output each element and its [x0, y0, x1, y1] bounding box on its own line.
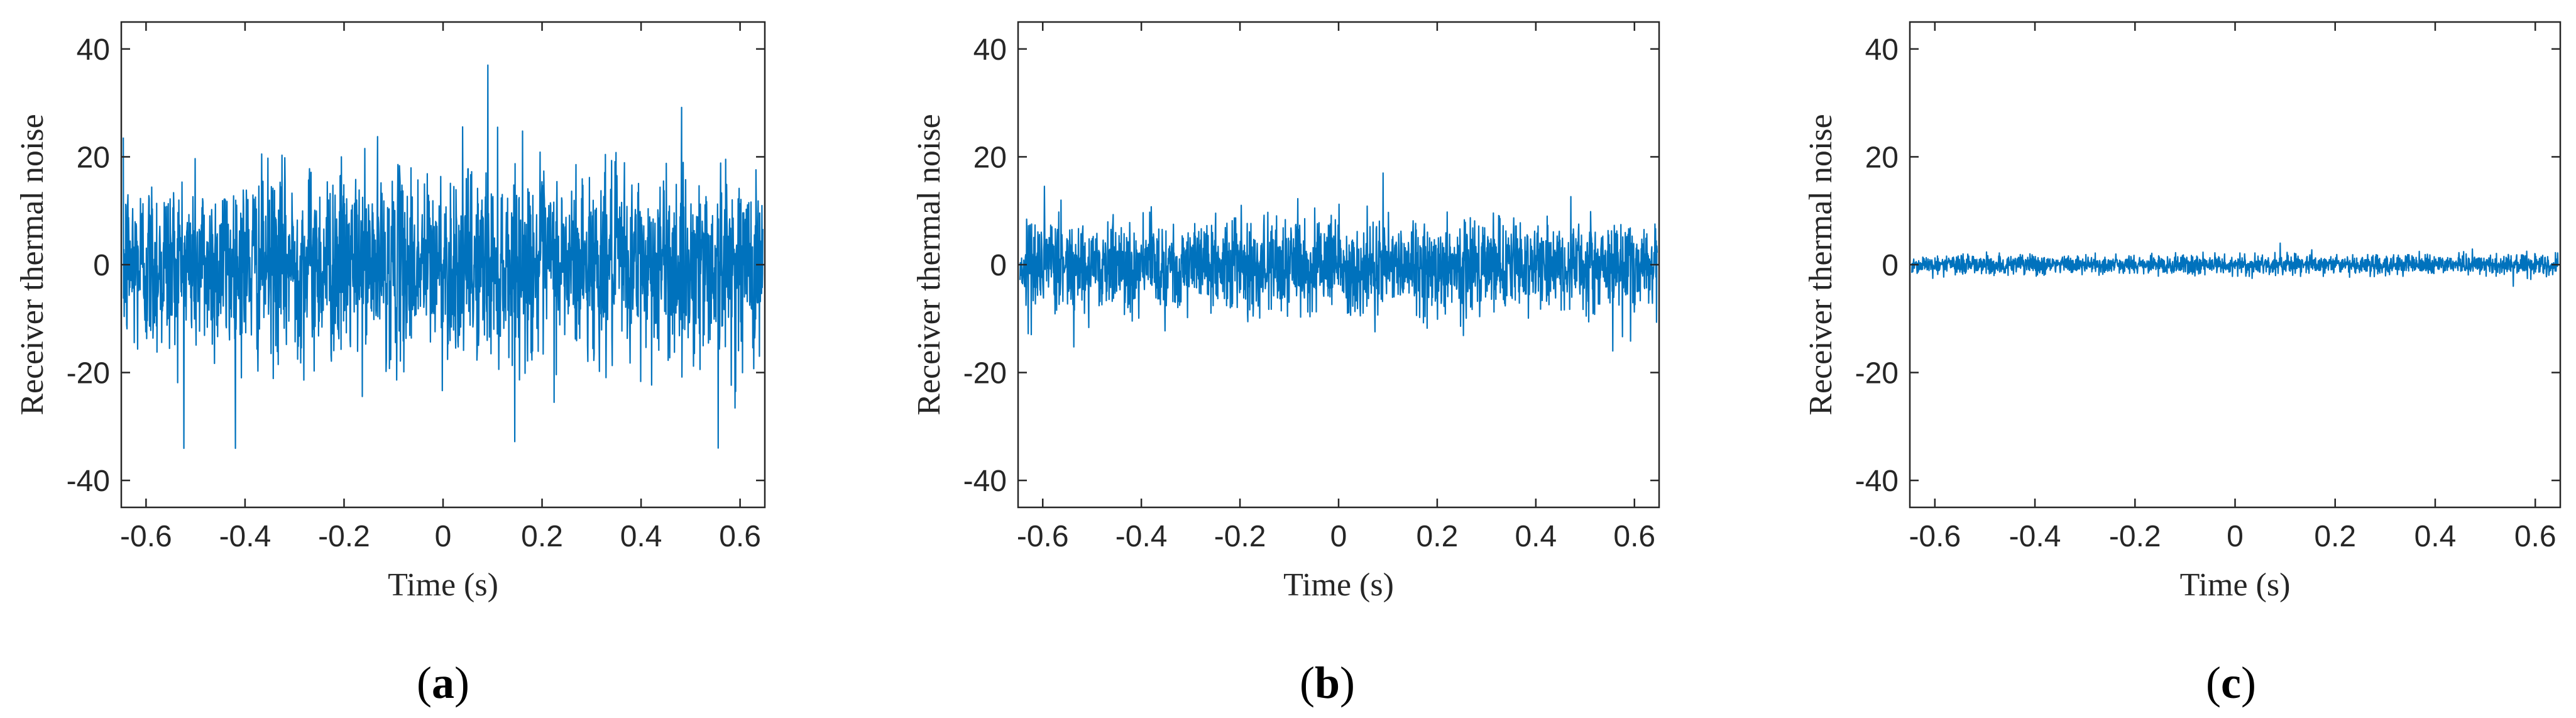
x-tick-label: 0.6 — [2514, 520, 2557, 553]
y-axis-label: Receiver thermal noise — [14, 114, 50, 415]
x-tick-label: -0.6 — [1909, 520, 1961, 553]
y-tick-label: 20 — [1865, 141, 1899, 174]
x-tick-label: 0.2 — [2314, 520, 2356, 553]
x-tick-label: 0.4 — [1515, 520, 1557, 553]
y-tick-label: 0 — [1882, 249, 1899, 282]
x-tick-label: 0.2 — [1417, 520, 1459, 553]
panel-a: -0.6 -0.4 -0.2 0 0.2 0.4 0.6 -40 -20 0 20 40 Time (s… — [14, 21, 766, 708]
x-tick-label: 0 — [2227, 520, 2244, 553]
x-axis-label: Time (s) — [2180, 567, 2291, 603]
caption-open-paren: ( — [1300, 658, 1315, 708]
y-tick-label: -40 — [1855, 465, 1899, 498]
panel-c: -0.6 -0.4 -0.2 0 0.2 0.4 0.6 -40 -20 0 20 40 Time (s… — [1803, 21, 2562, 708]
x-tick-label: 0 — [435, 520, 452, 553]
panel-caption: (b) — [1300, 658, 1355, 708]
x-tick-label: -0.2 — [2109, 520, 2161, 553]
caption-letter: a — [432, 658, 454, 708]
panel-caption: (c) — [2206, 658, 2256, 708]
caption-open-paren: ( — [2206, 658, 2221, 708]
y-tick-label: 0 — [990, 249, 1007, 282]
panel-caption: (a) — [417, 658, 469, 708]
x-tick-label: -0.2 — [1214, 520, 1266, 553]
x-tick-label: -0.4 — [2009, 520, 2061, 553]
x-tick-label: -0.4 — [1115, 520, 1168, 553]
y-tick-label: -20 — [963, 357, 1007, 390]
y-tick-label: 40 — [973, 33, 1007, 67]
series-line — [1911, 242, 2559, 287]
x-tick-label: 0.2 — [521, 520, 563, 553]
x-tick-label: 0.4 — [2414, 520, 2457, 553]
y-tick-label: 40 — [1865, 33, 1899, 67]
y-tick-label: -20 — [1855, 357, 1899, 390]
panel-b: -0.6 -0.4 -0.2 0 0.2 0.4 0.6 -40 -20 0 20 40 Time (s… — [911, 21, 1660, 708]
y-tick-label: 0 — [93, 249, 110, 282]
x-tick-label: -0.6 — [1017, 520, 1069, 553]
x-axis-label: Time (s) — [388, 567, 498, 603]
x-tick-label: 0.4 — [620, 520, 662, 553]
series-line — [123, 64, 764, 450]
x-tick-label: 0.6 — [1613, 520, 1655, 553]
caption-open-paren: ( — [417, 658, 432, 708]
caption-close-paren: ) — [1340, 658, 1355, 708]
y-tick-label: -40 — [67, 465, 110, 498]
caption-letter: b — [1315, 658, 1340, 708]
y-tick-label: 40 — [77, 33, 110, 67]
x-tick-label: -0.4 — [219, 520, 271, 553]
caption-close-paren: ) — [454, 658, 469, 708]
y-tick-label: -40 — [963, 465, 1007, 498]
caption-close-paren: ) — [2241, 658, 2256, 708]
y-tick-label: 20 — [77, 141, 110, 174]
y-tick-label: -20 — [67, 357, 110, 390]
x-tick-label: 0.6 — [719, 520, 761, 553]
series-line — [1019, 172, 1658, 352]
x-tick-label: -0.6 — [120, 520, 172, 553]
y-axis-label: Receiver thermal noise — [1803, 114, 1839, 415]
x-tick-label: -0.2 — [318, 520, 370, 553]
caption-letter: c — [2221, 658, 2241, 708]
y-tick-label: 20 — [973, 141, 1007, 174]
x-tick-label: 0 — [1330, 520, 1347, 553]
x-axis-label: Time (s) — [1283, 567, 1394, 603]
y-axis-label: Receiver thermal noise — [911, 114, 947, 415]
